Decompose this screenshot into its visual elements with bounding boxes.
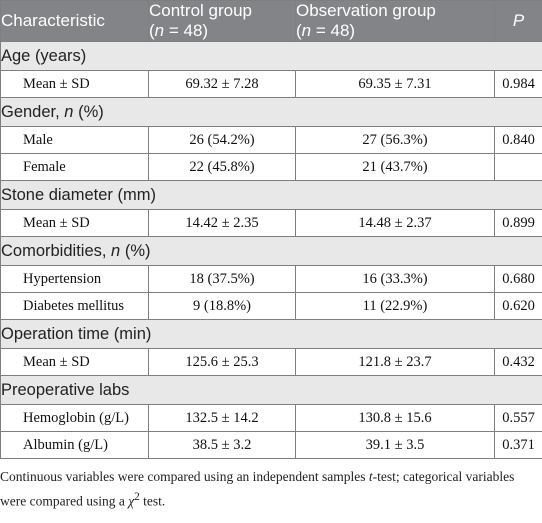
row-label: Diabetes mellitus (0, 292, 149, 320)
section-title: Comorbidities, n (%) (0, 236, 542, 266)
table-row: Mean ± SD 69.32 ± 7.28 69.35 ± 7.31 0.98… (0, 70, 542, 98)
observation-value: 121.8 ± 23.7 (295, 348, 495, 376)
control-value: 9 (18.8%) (148, 292, 296, 320)
row-label: Hemoglobin (g/L) (0, 404, 149, 432)
observation-value: 39.1 ± 3.5 (295, 431, 495, 459)
control-value: 132.5 ± 14.2 (148, 404, 296, 432)
p-value: 0.371 (494, 431, 542, 459)
p-value: 0.557 (494, 404, 542, 432)
section-gender: Gender, n (%) (0, 97, 542, 127)
table-row: Mean ± SD 14.42 ± 2.35 14.48 ± 2.37 0.89… (0, 209, 542, 237)
control-value: 22 (45.8%) (148, 153, 296, 181)
p-value: 0.899 (494, 209, 542, 237)
control-value: 18 (37.5%) (148, 265, 296, 293)
header-p-value: P (494, 0, 542, 42)
observation-value: 16 (33.3%) (295, 265, 495, 293)
row-label: Mean ± SD (0, 70, 149, 98)
control-value: 14.42 ± 2.35 (148, 209, 296, 237)
observation-value: 69.35 ± 7.31 (295, 70, 495, 98)
baseline-characteristics-table: Characteristic Control group (n = 48) Ob… (0, 0, 542, 459)
table-row: Female 22 (45.8%) 21 (43.7%) (0, 153, 542, 181)
p-value: 0.432 (494, 348, 542, 376)
p-value (494, 153, 542, 181)
section-title: Age (years) (0, 41, 542, 71)
header-row: Characteristic Control group (n = 48) Ob… (0, 0, 542, 42)
table-row: Diabetes mellitus 9 (18.8%) 11 (22.9%) 0… (0, 292, 542, 320)
table-row: Hemoglobin (g/L) 132.5 ± 14.2 130.8 ± 15… (0, 404, 542, 432)
control-value: 69.32 ± 7.28 (148, 70, 296, 98)
table-row: Male 26 (54.2%) 27 (56.3%) 0.840 (0, 126, 542, 154)
section-comorbidities: Comorbidities, n (%) (0, 236, 542, 266)
p-value: 0.840 (494, 126, 542, 154)
observation-value: 27 (56.3%) (295, 126, 495, 154)
row-label: Hypertension (0, 265, 149, 293)
row-label: Mean ± SD (0, 209, 149, 237)
section-title: Gender, n (%) (0, 97, 542, 127)
p-value: 0.680 (494, 265, 542, 293)
control-value: 26 (54.2%) (148, 126, 296, 154)
table-container: Characteristic Control group (n = 48) Ob… (0, 0, 542, 509)
section-preoperative-labs: Preoperative labs (0, 375, 542, 405)
section-title: Preoperative labs (0, 375, 542, 405)
p-value: 0.984 (494, 70, 542, 98)
header-characteristic: Characteristic (0, 0, 149, 42)
section-operation-time: Operation time (min) (0, 319, 542, 349)
row-label: Female (0, 153, 149, 181)
table-row: Mean ± SD 125.6 ± 25.3 121.8 ± 23.7 0.43… (0, 348, 542, 376)
row-label: Albumin (g/L) (0, 431, 149, 459)
observation-value: 14.48 ± 2.37 (295, 209, 495, 237)
control-value: 38.5 ± 3.2 (148, 431, 296, 459)
section-age: Age (years) (0, 41, 542, 71)
observation-value: 130.8 ± 15.6 (295, 404, 495, 432)
observation-value: 21 (43.7%) (295, 153, 495, 181)
row-label: Mean ± SD (0, 348, 149, 376)
control-value: 125.6 ± 25.3 (148, 348, 296, 376)
p-value: 0.620 (494, 292, 542, 320)
section-stone-diameter: Stone diameter (mm) (0, 180, 542, 210)
header-observation-group: Observation group (n = 48) (295, 0, 495, 42)
section-title: Stone diameter (mm) (0, 180, 542, 210)
table-row: Hypertension 18 (37.5%) 16 (33.3%) 0.680 (0, 265, 542, 293)
row-label: Male (0, 126, 149, 154)
section-title: Operation time (min) (0, 319, 542, 349)
header-control-group: Control group (n = 48) (148, 0, 296, 42)
table-row: Albumin (g/L) 38.5 ± 3.2 39.1 ± 3.5 0.37… (0, 431, 542, 459)
table-footnote: Continuous variables were compared using… (0, 469, 515, 509)
observation-value: 11 (22.9%) (295, 292, 495, 320)
